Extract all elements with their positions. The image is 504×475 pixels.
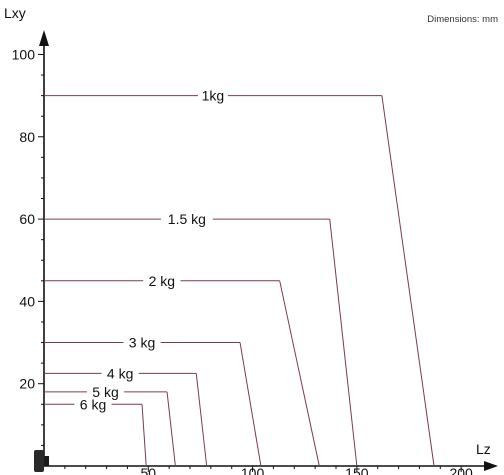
y-tick-label: 80 [19,129,35,145]
x-tick-label: 50 [140,465,156,475]
label-layer: 1kg 1.5 kg 2 kg 3 kg 4 kg 5 kg6 kg [80,88,224,413]
origin-marker [34,450,49,472]
axes: 20 40 60 80 100 50 100 150 200 [12,30,498,475]
y-tick-label: 100 [12,46,36,62]
y-tick-label: 60 [19,211,35,227]
series-line-drop [279,280,320,467]
y-tick-label: 20 [19,376,35,392]
origin-device-flange [44,456,49,466]
series-label: 5 kg [92,384,118,400]
y-tick-label: 40 [19,293,35,309]
x-tick-label: 200 [449,465,473,475]
series-label: 4 kg [107,365,133,381]
x-tick-label: 100 [241,465,265,475]
series-line-drop [166,391,176,467]
series-label: 3 kg [129,335,155,351]
series-line-drop [329,219,358,467]
x-axis-arrow [484,461,498,471]
series-line-drop [195,373,208,467]
series-label: 6 kg [80,396,106,412]
series-label: 1.5 kg [168,211,206,227]
origin-device-icon [34,450,44,472]
series-line-drop [381,95,435,467]
series-layer [44,95,435,467]
series-label: 1kg [202,88,225,104]
series-label: 2 kg [149,273,175,289]
x-axis-title: Lz [476,441,491,457]
series-line-drop [239,342,262,467]
dimensions-note: Dimensions: mm [427,14,498,25]
x-tick-label: 150 [345,465,369,475]
y-axis-arrow [39,30,49,46]
series-line-drop [141,404,147,467]
y-axis-title: Lxy [4,5,26,21]
